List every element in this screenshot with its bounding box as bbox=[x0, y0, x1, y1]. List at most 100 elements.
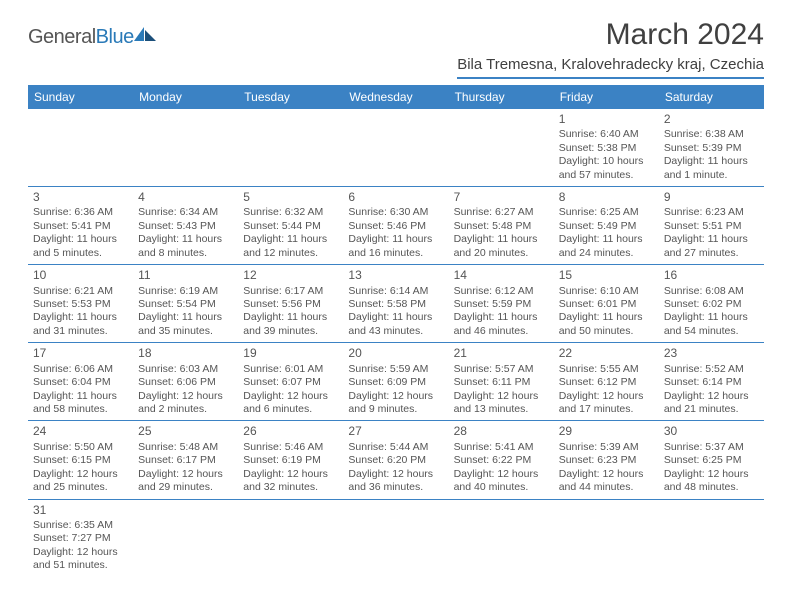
calendar-cell: 8Sunrise: 6:25 AMSunset: 5:49 PMDaylight… bbox=[554, 187, 659, 265]
cell-line: and 50 minutes. bbox=[559, 325, 654, 338]
cell-line: and 24 minutes. bbox=[559, 247, 654, 260]
cell-line: and 27 minutes. bbox=[664, 247, 759, 260]
cell-line: Sunrise: 6:34 AM bbox=[138, 206, 233, 219]
cell-line: Daylight: 12 hours bbox=[243, 390, 338, 403]
day-number: 27 bbox=[348, 424, 443, 439]
day-number: 15 bbox=[559, 268, 654, 283]
calendar-cell: 10Sunrise: 6:21 AMSunset: 5:53 PMDayligh… bbox=[28, 265, 133, 343]
calendar-cell: 29Sunrise: 5:39 AMSunset: 6:23 PMDayligh… bbox=[554, 421, 659, 499]
calendar-cell bbox=[343, 499, 448, 577]
cell-line: Sunset: 5:41 PM bbox=[33, 220, 128, 233]
calendar-cell: 30Sunrise: 5:37 AMSunset: 6:25 PMDayligh… bbox=[659, 421, 764, 499]
calendar-row: 1Sunrise: 6:40 AMSunset: 5:38 PMDaylight… bbox=[28, 109, 764, 187]
calendar-cell bbox=[343, 109, 448, 187]
cell-line: and 51 minutes. bbox=[33, 559, 128, 572]
cell-line: Sunrise: 6:06 AM bbox=[33, 363, 128, 376]
cell-line: Sunset: 6:19 PM bbox=[243, 454, 338, 467]
cell-line: and 58 minutes. bbox=[33, 403, 128, 416]
cell-line: Sunset: 5:48 PM bbox=[454, 220, 549, 233]
cell-line: Sunrise: 6:17 AM bbox=[243, 285, 338, 298]
calendar-head: SundayMondayTuesdayWednesdayThursdayFrid… bbox=[28, 85, 764, 109]
day-number: 18 bbox=[138, 346, 233, 361]
cell-line: and 6 minutes. bbox=[243, 403, 338, 416]
cell-line: Sunrise: 6:01 AM bbox=[243, 363, 338, 376]
calendar-cell: 26Sunrise: 5:46 AMSunset: 6:19 PMDayligh… bbox=[238, 421, 343, 499]
cell-line: Sunrise: 6:32 AM bbox=[243, 206, 338, 219]
cell-line: Sunset: 5:53 PM bbox=[33, 298, 128, 311]
day-number: 30 bbox=[664, 424, 759, 439]
calendar-cell: 15Sunrise: 6:10 AMSunset: 6:01 PMDayligh… bbox=[554, 265, 659, 343]
calendar-cell: 20Sunrise: 5:59 AMSunset: 6:09 PMDayligh… bbox=[343, 343, 448, 421]
cell-line: Daylight: 12 hours bbox=[454, 468, 549, 481]
day-number: 2 bbox=[664, 112, 759, 127]
cell-line: and 25 minutes. bbox=[33, 481, 128, 494]
cell-line: Sunset: 5:44 PM bbox=[243, 220, 338, 233]
cell-line: and 44 minutes. bbox=[559, 481, 654, 494]
calendar-cell: 21Sunrise: 5:57 AMSunset: 6:11 PMDayligh… bbox=[449, 343, 554, 421]
cell-line: Sunrise: 6:36 AM bbox=[33, 206, 128, 219]
day-number: 17 bbox=[33, 346, 128, 361]
cell-line: Sunrise: 5:57 AM bbox=[454, 363, 549, 376]
cell-line: Daylight: 10 hours bbox=[559, 155, 654, 168]
cell-line: Daylight: 11 hours bbox=[33, 233, 128, 246]
cell-line: Daylight: 12 hours bbox=[454, 390, 549, 403]
cell-line: Daylight: 12 hours bbox=[348, 468, 443, 481]
location: Bila Tremesna, Kralovehradecky kraj, Cze… bbox=[457, 56, 764, 73]
cell-line: Daylight: 11 hours bbox=[664, 311, 759, 324]
cell-line: Sunrise: 6:08 AM bbox=[664, 285, 759, 298]
cell-line: and 35 minutes. bbox=[138, 325, 233, 338]
day-header-row: SundayMondayTuesdayWednesdayThursdayFrid… bbox=[28, 85, 764, 109]
cell-line: Daylight: 12 hours bbox=[559, 390, 654, 403]
calendar-body: 1Sunrise: 6:40 AMSunset: 5:38 PMDaylight… bbox=[28, 109, 764, 577]
cell-line: Daylight: 12 hours bbox=[348, 390, 443, 403]
cell-line: Daylight: 12 hours bbox=[559, 468, 654, 481]
cell-line: Sunset: 6:02 PM bbox=[664, 298, 759, 311]
cell-line: Sunrise: 6:14 AM bbox=[348, 285, 443, 298]
cell-line: Sunset: 5:46 PM bbox=[348, 220, 443, 233]
calendar-table: SundayMondayTuesdayWednesdayThursdayFrid… bbox=[28, 85, 764, 577]
day-number: 28 bbox=[454, 424, 549, 439]
calendar-cell: 7Sunrise: 6:27 AMSunset: 5:48 PMDaylight… bbox=[449, 187, 554, 265]
cell-line: Sunset: 5:59 PM bbox=[454, 298, 549, 311]
day-number: 24 bbox=[33, 424, 128, 439]
cell-line: Sunrise: 5:37 AM bbox=[664, 441, 759, 454]
cell-line: and 36 minutes. bbox=[348, 481, 443, 494]
cell-line: and 39 minutes. bbox=[243, 325, 338, 338]
calendar-cell: 19Sunrise: 6:01 AMSunset: 6:07 PMDayligh… bbox=[238, 343, 343, 421]
cell-line: and 32 minutes. bbox=[243, 481, 338, 494]
cell-line: Daylight: 11 hours bbox=[138, 311, 233, 324]
cell-line: Sunrise: 6:35 AM bbox=[33, 519, 128, 532]
day-header: Sunday bbox=[28, 85, 133, 109]
cell-line: and 8 minutes. bbox=[138, 247, 233, 260]
calendar-cell bbox=[28, 109, 133, 187]
cell-line: Sunset: 7:27 PM bbox=[33, 532, 128, 545]
day-number: 31 bbox=[33, 503, 128, 518]
calendar-cell bbox=[238, 499, 343, 577]
day-number: 19 bbox=[243, 346, 338, 361]
cell-line: Sunrise: 6:30 AM bbox=[348, 206, 443, 219]
calendar-cell: 2Sunrise: 6:38 AMSunset: 5:39 PMDaylight… bbox=[659, 109, 764, 187]
cell-line: and 43 minutes. bbox=[348, 325, 443, 338]
day-header: Monday bbox=[133, 85, 238, 109]
cell-line: Sunrise: 5:59 AM bbox=[348, 363, 443, 376]
cell-line: Sunset: 6:12 PM bbox=[559, 376, 654, 389]
calendar-cell: 12Sunrise: 6:17 AMSunset: 5:56 PMDayligh… bbox=[238, 265, 343, 343]
cell-line: Sunset: 6:23 PM bbox=[559, 454, 654, 467]
cell-line: Sunrise: 5:48 AM bbox=[138, 441, 233, 454]
calendar-cell bbox=[659, 499, 764, 577]
day-number: 21 bbox=[454, 346, 549, 361]
cell-line: and 13 minutes. bbox=[454, 403, 549, 416]
calendar-cell: 16Sunrise: 6:08 AMSunset: 6:02 PMDayligh… bbox=[659, 265, 764, 343]
calendar-cell: 27Sunrise: 5:44 AMSunset: 6:20 PMDayligh… bbox=[343, 421, 448, 499]
cell-line: Sunrise: 6:19 AM bbox=[138, 285, 233, 298]
cell-line: Daylight: 11 hours bbox=[348, 311, 443, 324]
cell-line: Sunset: 5:56 PM bbox=[243, 298, 338, 311]
cell-line: and 5 minutes. bbox=[33, 247, 128, 260]
calendar-cell bbox=[133, 499, 238, 577]
calendar-cell: 23Sunrise: 5:52 AMSunset: 6:14 PMDayligh… bbox=[659, 343, 764, 421]
calendar-row: 3Sunrise: 6:36 AMSunset: 5:41 PMDaylight… bbox=[28, 187, 764, 265]
header: GeneralBlue March 2024 Bila Tremesna, Kr… bbox=[28, 18, 764, 79]
logo-sail-icon bbox=[134, 27, 156, 43]
cell-line: and 2 minutes. bbox=[138, 403, 233, 416]
logo-text: GeneralBlue bbox=[28, 26, 134, 49]
